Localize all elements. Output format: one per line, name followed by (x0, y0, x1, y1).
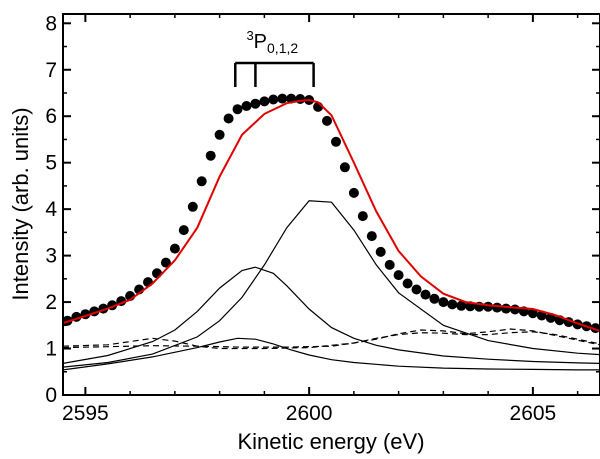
data-point (510, 304, 520, 315)
component-peak-3 (63, 337, 600, 371)
y-tick-label: 8 (45, 12, 57, 35)
y-tick-label: 0 (45, 384, 57, 407)
y-tick-label: 7 (45, 59, 57, 82)
data-point (429, 293, 440, 304)
data-point (277, 93, 288, 104)
data-point (259, 96, 270, 107)
data-point (232, 104, 243, 115)
data-point (492, 302, 503, 313)
data-point (331, 136, 341, 147)
annotation-layer: 3P0,1,2 (234, 28, 315, 87)
data-point (483, 301, 494, 312)
data-point (375, 246, 386, 257)
y-axis-title: Intensity (arb. units) (8, 107, 33, 300)
plot-frame (62, 13, 600, 396)
data-point (268, 94, 279, 105)
data-point (160, 257, 171, 268)
data-point (501, 303, 511, 314)
data-point (366, 231, 377, 242)
data-point (384, 259, 395, 270)
data-point (402, 278, 413, 289)
x-tick-label: 2605 (510, 402, 557, 425)
data-point (152, 268, 162, 279)
data-point (187, 201, 198, 212)
component-peak-2 (63, 200, 600, 368)
background-curve-1 (63, 328, 600, 350)
x-tick-label: 2595 (62, 402, 109, 425)
data-point (393, 270, 404, 281)
data-point (214, 129, 225, 140)
data-point (178, 225, 189, 236)
x-axis-title: Kinetic energy (eV) (237, 429, 424, 454)
series-layer (63, 93, 600, 371)
data-point (438, 297, 449, 308)
data-point (357, 211, 368, 222)
data-point (348, 187, 359, 198)
y-tick-label: 6 (45, 105, 57, 128)
data-point (411, 284, 422, 295)
data-point (339, 162, 350, 173)
data-point (420, 289, 431, 300)
fit-curve (63, 98, 600, 332)
data-point (196, 176, 207, 187)
data-point (322, 115, 332, 126)
x-tick-label: 2600 (286, 402, 333, 425)
data-point (205, 150, 216, 161)
y-tick-label: 5 (45, 152, 57, 175)
y-tick-label: 3 (45, 245, 57, 268)
background-curve-2 (63, 331, 600, 349)
ticks-layer: 2595 2600 2605 0 1 2 3 4 5 6 7 8 (45, 12, 600, 425)
data-point (447, 299, 458, 310)
y-tick-label: 2 (45, 291, 57, 314)
data-point (223, 113, 234, 124)
y-tick-label: 4 (45, 198, 57, 221)
component-peak-1 (63, 266, 600, 364)
data-point (169, 243, 180, 254)
y-tick-label: 1 (45, 338, 57, 361)
data-point (241, 101, 252, 111)
data-point (250, 98, 261, 109)
multiplet-label: 3P0,1,2 (246, 28, 298, 56)
data-point (456, 300, 467, 311)
